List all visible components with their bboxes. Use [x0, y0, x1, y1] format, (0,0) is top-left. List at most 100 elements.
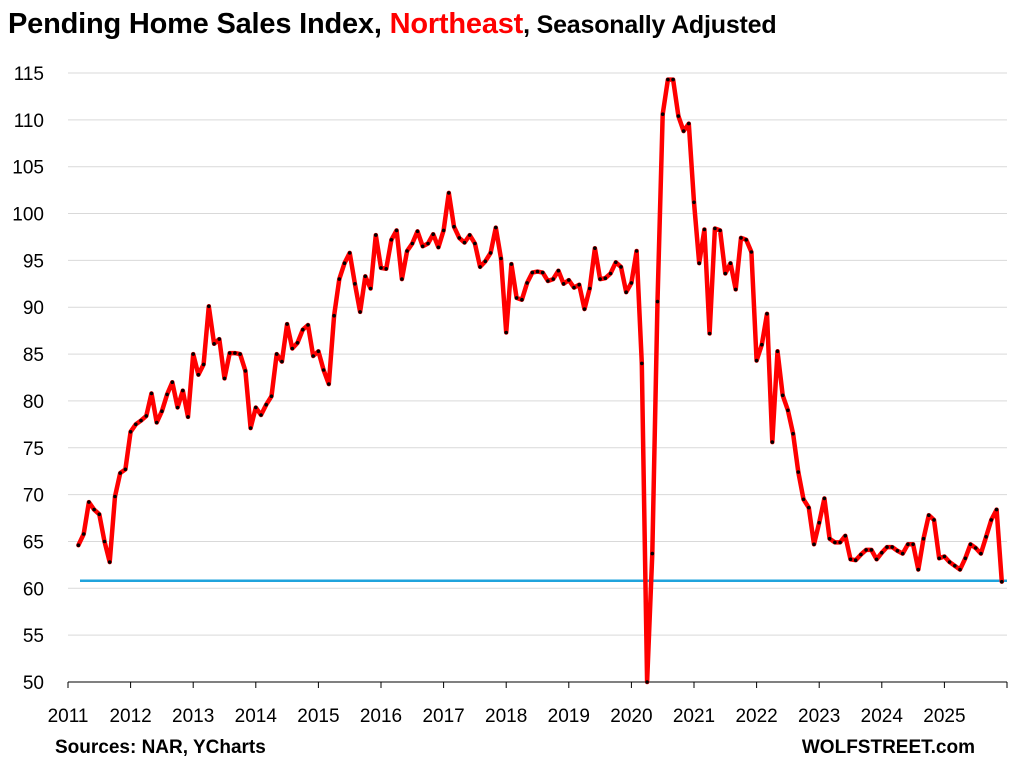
data-point: [379, 266, 383, 270]
data-point: [394, 228, 399, 233]
data-point: [807, 505, 811, 510]
data-point: [295, 341, 300, 345]
data-point: [181, 388, 185, 393]
title-part-1: Pending Home Sales Index,: [8, 8, 390, 40]
data-point: [634, 249, 639, 253]
data-point: [900, 551, 905, 556]
data-point: [316, 349, 321, 354]
data-point: [165, 392, 169, 397]
data-point: [243, 369, 248, 373]
data-point: [337, 277, 342, 281]
data-point: [238, 352, 242, 356]
data-point: [123, 467, 128, 472]
data-point: [994, 507, 999, 512]
data-point: [765, 312, 769, 316]
data-point: [233, 351, 237, 355]
data-point: [723, 271, 728, 276]
y-tick-label: 95: [23, 251, 44, 272]
data-point: [170, 380, 175, 385]
data-point: [400, 277, 404, 281]
data-point: [118, 471, 122, 475]
x-tick-label: 2013: [172, 706, 214, 727]
data-point: [760, 342, 764, 347]
x-tick-label: 2012: [109, 706, 151, 727]
x-tick-label: 2016: [360, 706, 402, 727]
data-point: [81, 532, 86, 536]
data-point: [217, 337, 222, 341]
data-point: [332, 313, 336, 318]
y-tick-label: 55: [23, 626, 44, 647]
data-point: [864, 548, 868, 552]
data-point: [76, 543, 81, 547]
x-axis: [67, 681, 1008, 688]
data-point: [692, 200, 696, 205]
data-point: [144, 414, 149, 418]
data-point: [942, 554, 947, 559]
data-point: [473, 241, 477, 246]
data-point: [269, 394, 274, 399]
data-point: [535, 269, 540, 274]
data-point: [869, 548, 874, 552]
series-group: [76, 77, 1005, 685]
data-point: [259, 413, 263, 417]
data-point: [572, 285, 576, 290]
data-point: [817, 520, 821, 525]
data-point: [906, 542, 910, 547]
data-point: [1000, 579, 1004, 584]
data-point: [92, 507, 96, 512]
title-region: Northeast: [389, 8, 524, 40]
data-point: [248, 426, 253, 430]
data-point: [859, 552, 863, 557]
data-point: [113, 494, 117, 499]
data-point: [254, 405, 258, 410]
x-tick-label: 2022: [735, 706, 777, 727]
data-point: [504, 330, 509, 335]
data-point: [264, 402, 269, 407]
data-point: [827, 536, 832, 541]
data-point: [431, 232, 436, 236]
data-point: [655, 299, 660, 304]
brand-label: WOLFSTREET.com: [801, 737, 975, 758]
data-point: [963, 556, 968, 561]
data-point: [483, 259, 488, 264]
x-tick-label: 2021: [673, 706, 715, 727]
data-point: [556, 268, 561, 273]
data-point: [676, 114, 681, 118]
data-point: [707, 331, 712, 336]
data-point: [713, 226, 717, 231]
data-point: [885, 545, 889, 549]
data-point: [306, 323, 310, 327]
data-point: [744, 238, 748, 242]
data-point: [979, 551, 983, 556]
data-point: [128, 430, 133, 434]
x-tick-label: 2018: [485, 706, 527, 727]
y-axis-ticks: 50 55 60 65 70 75 80 85 90 95 100 105 110 115: [12, 64, 44, 694]
data-point: [384, 267, 389, 271]
chart-title: Pending Home Sales Index, Northeast, Sea…: [8, 8, 777, 41]
y-tick-label: 110: [14, 111, 44, 132]
data-point: [467, 233, 472, 237]
data-point: [958, 567, 962, 572]
data-point: [520, 297, 524, 302]
y-tick-label: 90: [23, 298, 44, 319]
data-point: [342, 261, 347, 266]
data-point: [921, 536, 926, 541]
data-point: [718, 228, 722, 233]
data-point: [175, 405, 180, 410]
x-tick-label: 2015: [297, 706, 339, 727]
y-tick-label: 50: [23, 673, 44, 694]
data-point: [822, 496, 827, 501]
data-point: [107, 560, 112, 564]
data-point: [937, 556, 941, 561]
data-point: [733, 287, 738, 292]
data-point: [327, 382, 331, 386]
y-tick-label: 70: [23, 486, 44, 507]
data-point: [525, 281, 529, 285]
x-tick-label: 2024: [861, 706, 904, 727]
data-point: [201, 362, 206, 367]
data-point: [410, 241, 415, 246]
data-point: [582, 307, 587, 311]
data-point: [932, 518, 936, 522]
grid-lines: [68, 72, 1007, 636]
